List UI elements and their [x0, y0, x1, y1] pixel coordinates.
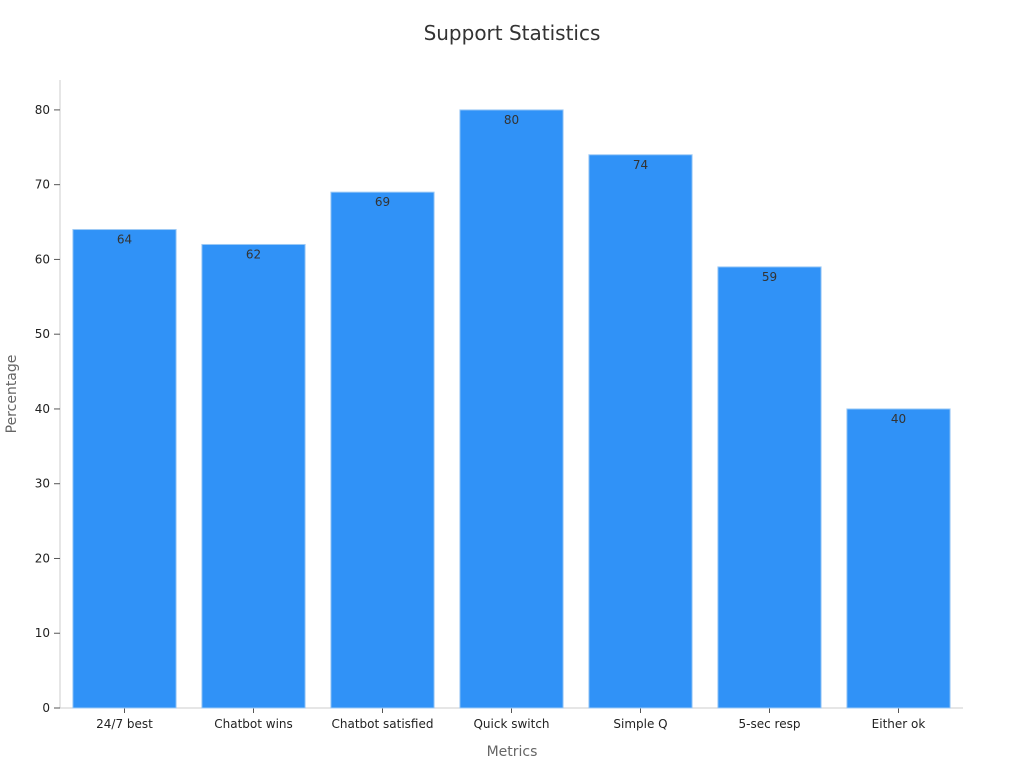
y-tick-label: 80 — [35, 103, 50, 117]
x-tick-label: 24/7 best — [96, 717, 153, 731]
data-label: 40 — [891, 412, 906, 426]
bar — [846, 408, 951, 709]
bar — [201, 243, 306, 709]
y-tick-label: 10 — [35, 626, 50, 640]
x-axis: 24/7 best Chatbot wins Chatbot satisfied Qu… — [60, 707, 963, 731]
bar — [459, 109, 564, 709]
x-tick-label: 5-sec resp — [739, 717, 801, 731]
y-axis-title: Percentage — [4, 355, 20, 434]
bars — [72, 109, 951, 709]
y-tick-label: 0 — [42, 701, 50, 715]
bar — [717, 266, 822, 709]
y-tick-label: 40 — [35, 402, 50, 416]
data-label: 74 — [633, 158, 648, 172]
data-label: 64 — [117, 233, 132, 247]
y-tick-label: 50 — [35, 327, 50, 341]
y-tick-label: 60 — [35, 252, 50, 266]
bar — [588, 154, 693, 709]
bar — [72, 229, 177, 709]
data-labels: 64 62 69 80 74 59 40 — [117, 113, 906, 426]
x-tick-label: Chatbot satisfied — [332, 717, 434, 731]
data-label: 69 — [375, 195, 390, 209]
data-label: 62 — [246, 247, 261, 261]
x-tick-label: Quick switch — [473, 717, 549, 731]
x-tick-label: Simple Q — [613, 717, 667, 731]
y-tick-label: 20 — [35, 551, 50, 565]
data-label: 80 — [504, 113, 519, 127]
x-tick-label: Chatbot wins — [214, 717, 293, 731]
y-tick-label: 70 — [35, 178, 50, 192]
y-axis: 0 10 20 30 40 50 60 70 80 — [35, 80, 61, 715]
data-label: 59 — [762, 270, 777, 284]
x-axis-title: Metrics — [487, 744, 538, 760]
x-tick-label: Either ok — [872, 717, 926, 731]
y-tick-label: 30 — [35, 477, 50, 491]
bar — [330, 191, 435, 709]
chart-title: Support Statistics — [424, 21, 601, 45]
